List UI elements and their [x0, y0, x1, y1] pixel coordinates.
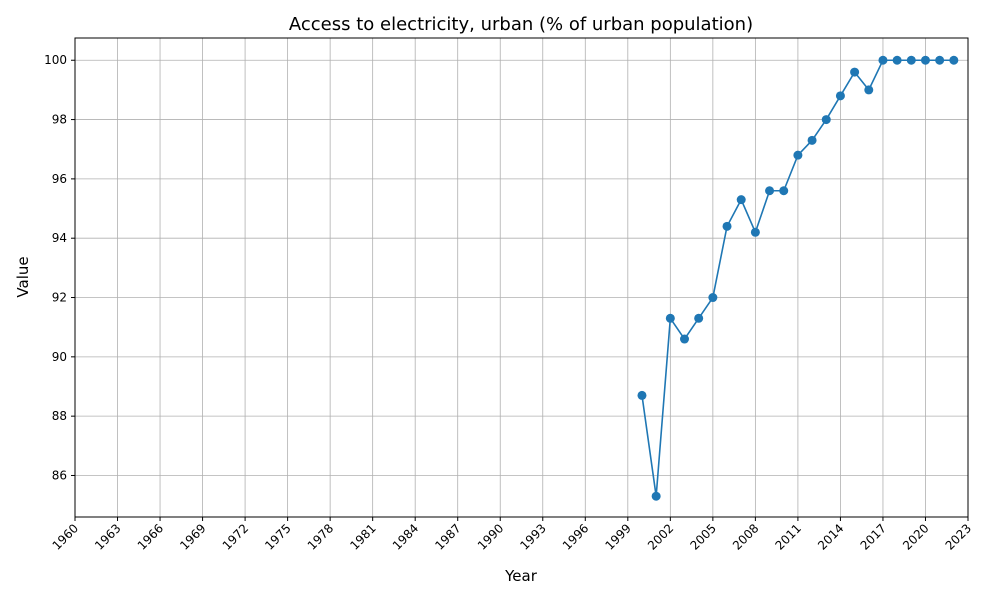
y-tick-label: 92 [52, 291, 67, 305]
data-point [864, 85, 874, 95]
data-point [665, 313, 675, 323]
data-point [807, 135, 817, 145]
x-tick-label: 2005 [687, 521, 718, 552]
x-tick-label: 1963 [92, 521, 123, 552]
x-axis: 1960 1963 1966 1969 1972 1975 1978 1981 1984 1987… [50, 517, 974, 553]
data-point [680, 334, 690, 344]
y-tick-label: 90 [52, 350, 67, 364]
data-point [779, 186, 789, 196]
data-point [708, 293, 718, 303]
data-point [651, 491, 661, 501]
data-point [750, 227, 760, 237]
y-tick-label: 96 [52, 172, 67, 186]
data-point [920, 55, 930, 65]
x-tick-label: 1984 [390, 521, 421, 552]
data-point [878, 55, 888, 65]
data-point [835, 91, 845, 101]
x-tick-label: 1990 [475, 521, 506, 552]
data-point [793, 150, 803, 160]
x-tick-label: 1975 [262, 521, 293, 552]
data-point [736, 195, 746, 205]
x-tick-label: 1978 [305, 521, 336, 552]
data-point [821, 115, 831, 125]
data-point [850, 67, 860, 77]
x-tick-label: 1960 [50, 521, 81, 552]
y-axis-label: Value [14, 256, 32, 297]
x-axis-label: Year [504, 567, 538, 585]
x-tick-label: 2011 [773, 521, 804, 552]
data-point [722, 221, 732, 231]
x-tick-label: 2023 [943, 521, 974, 552]
data-point [949, 55, 959, 65]
x-tick-label: 2008 [730, 521, 761, 552]
x-tick-label: 2002 [645, 521, 676, 552]
y-tick-label: 86 [52, 468, 67, 482]
x-tick-label: 1993 [517, 521, 548, 552]
chart-title: Access to electricity, urban (% of urban… [289, 14, 753, 35]
plot-frame [74, 37, 969, 518]
series [637, 55, 959, 501]
x-tick-label: 1999 [602, 521, 633, 552]
x-tick-label: 1966 [135, 521, 166, 552]
data-point [637, 390, 647, 400]
data-point [892, 55, 902, 65]
x-tick-label: 2017 [858, 521, 889, 552]
grid [74, 38, 969, 517]
x-tick-label: 2020 [900, 521, 931, 552]
y-tick-label: 88 [52, 409, 67, 423]
data-point [765, 186, 775, 196]
y-tick-label: 98 [52, 113, 67, 127]
x-tick-label: 1996 [560, 521, 591, 552]
y-axis: 86 88 90 92 94 96 98 100 [44, 53, 75, 482]
x-tick-label: 1969 [177, 521, 208, 552]
y-tick-label: 100 [44, 53, 67, 67]
data-point [694, 313, 704, 323]
x-tick-label: 1987 [432, 521, 463, 552]
y-tick-label: 94 [52, 231, 67, 245]
data-point [906, 55, 916, 65]
x-tick-label: 1981 [347, 521, 378, 552]
data-point [935, 55, 945, 65]
x-tick-label: 2014 [815, 521, 846, 552]
x-tick-label: 1972 [220, 521, 251, 552]
